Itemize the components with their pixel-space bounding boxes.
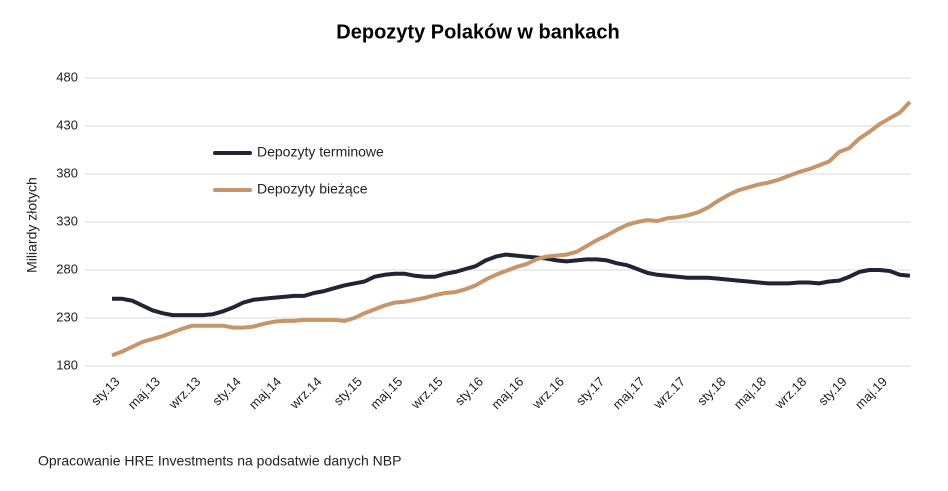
x-tick-label: sty.14 (209, 374, 243, 408)
series-line (111, 100, 912, 358)
x-tick-label: sty.17 (573, 374, 607, 408)
y-axis-label: Miliardy złotych (24, 177, 40, 273)
x-tick-label: maj.17 (610, 374, 648, 412)
x-tick-label: wrz.18 (771, 374, 809, 412)
y-tick-label: 230 (56, 309, 78, 324)
y-tick-label: 380 (56, 165, 78, 180)
x-tick-label: sty.19 (815, 374, 849, 408)
x-tick-label: wrz.14 (286, 374, 324, 412)
x-tick-label: sty.13 (88, 374, 122, 408)
legend-label: Depozyty bieżące (257, 181, 368, 197)
x-tick-label: wrz.16 (529, 374, 567, 412)
x-tick-label: sty.18 (694, 374, 728, 408)
y-tick-label: 430 (56, 117, 78, 132)
x-tick-label: sty.15 (331, 374, 365, 408)
x-tick-label: maj.15 (367, 374, 405, 412)
x-tick-label: maj.19 (852, 374, 890, 412)
x-tick-label: wrz.17 (650, 374, 688, 412)
x-tick-label: maj.14 (246, 374, 284, 412)
y-tick-label: 280 (56, 261, 78, 276)
x-tick-label: sty.16 (452, 374, 486, 408)
x-tick-label: wrz.15 (407, 374, 445, 412)
legend-label: Depozyty terminowe (257, 144, 384, 160)
y-tick-label: 180 (56, 357, 78, 372)
chart-title: Depozyty Polaków w bankach (336, 21, 619, 43)
y-tick-label: 330 (56, 213, 78, 228)
series-line (112, 252, 911, 318)
x-tick-label: wrz.13 (165, 374, 203, 412)
x-tick-label: maj.13 (125, 374, 163, 412)
y-tick-label: 480 (56, 69, 78, 84)
source-note: Opracowanie HRE Investments na podsatwie… (38, 453, 401, 469)
x-tick-label: maj.18 (731, 374, 769, 412)
x-tick-label: maj.16 (488, 374, 526, 412)
